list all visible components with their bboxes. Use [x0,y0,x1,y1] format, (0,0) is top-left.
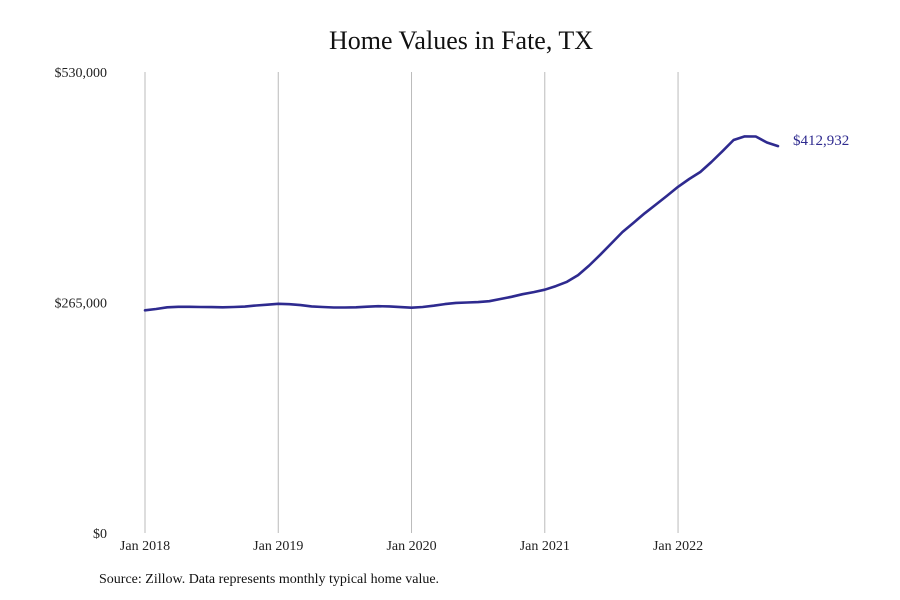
y-tick-label: $0 [93,527,107,542]
x-tick-label: Jan 2018 [120,539,170,554]
y-tick-label: $265,000 [55,297,108,312]
series-line [143,135,780,312]
end-value-label: $412,932 [793,133,849,149]
x-tick-label: Jan 2022 [653,539,703,554]
x-tick-label: Jan 2020 [386,539,436,554]
series-layer [143,135,780,312]
x-axis: Jan 2018 Jan 2019 Jan 2020 Jan 2021 Jan 2022 [120,539,703,554]
x-tick-label: Jan 2019 [253,539,303,554]
gridlines [144,72,679,533]
y-axis: $0 $265,000 $530,000 [55,66,108,542]
source-note: Source: Zillow. Data represents monthly … [99,572,440,587]
chart-title: Home Values in Fate, TX [328,26,594,55]
annotation-layer: $412,932 [793,133,849,149]
x-tick-label: Jan 2021 [520,539,570,554]
y-tick-label: $530,000 [55,66,108,81]
